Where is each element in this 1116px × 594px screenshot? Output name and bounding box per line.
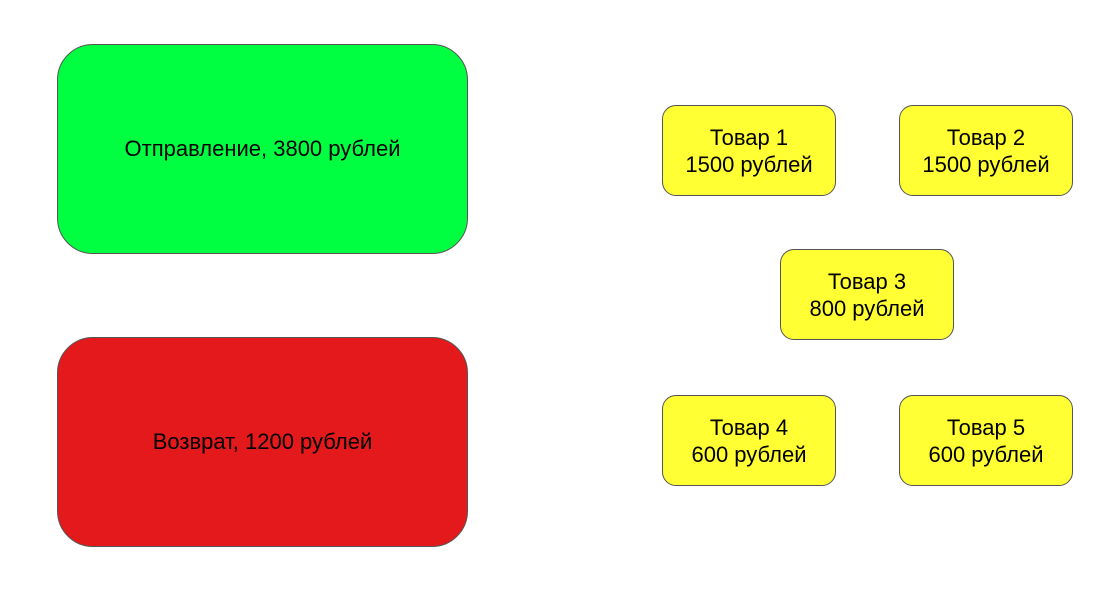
item-box-4: Товар 4 600 рублей [662,395,836,486]
item-price: 1500 рублей [922,151,1050,177]
item-box-3: Товар 3 800 рублей [780,249,954,340]
item-price: 600 рублей [928,441,1044,467]
item-name: Товар 3 [827,268,907,294]
shipment-box: Отправление, 3800 рублей [57,44,468,254]
item-name: Товар 1 [709,124,789,150]
shipment-label: Отправление, 3800 рублей [124,136,401,161]
return-box: Возврат, 1200 рублей [57,337,468,547]
item-price: 800 рублей [809,295,925,321]
item-price: 600 рублей [691,441,807,467]
item-price: 1500 рублей [685,151,813,177]
item-box-1: Товар 1 1500 рублей [662,105,836,196]
item-name: Товар 5 [946,414,1026,440]
item-box-2: Товар 2 1500 рублей [899,105,1073,196]
return-label: Возврат, 1200 рублей [152,429,373,454]
item-name: Товар 4 [709,414,789,440]
item-box-5: Товар 5 600 рублей [899,395,1073,486]
item-name: Товар 2 [946,124,1026,150]
